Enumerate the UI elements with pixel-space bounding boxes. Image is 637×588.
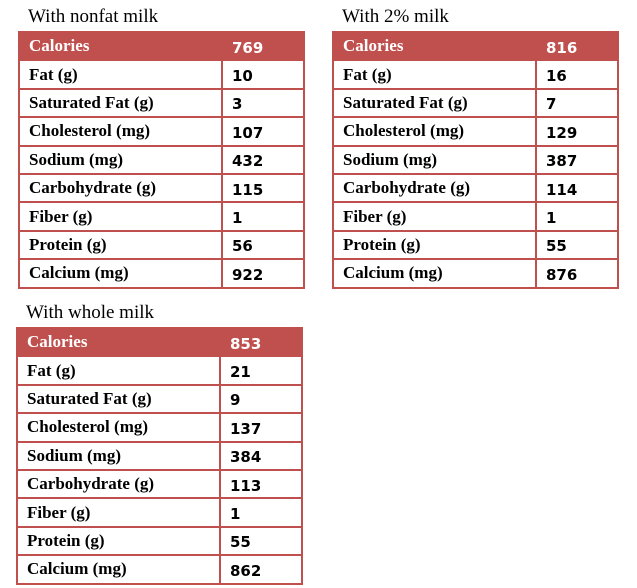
table-row: Saturated Fat (g) 3 [18, 87, 305, 119]
nutrient-label: Cholesterol (mg) [332, 116, 537, 147]
header-row: Calories 769 [18, 30, 305, 62]
nutrition-block: With whole milk Calories 853 Fat (g) 21 Satur… [16, 302, 303, 585]
nutrient-value: 55 [219, 525, 303, 557]
nutrient-value: 862 [219, 554, 303, 585]
nutrient-label: Fiber (g) [332, 201, 537, 232]
table-row: Carbohydrate (g) 115 [18, 172, 305, 204]
nutrient-value: 876 [535, 258, 619, 289]
nutrient-value: 115 [221, 172, 305, 204]
table-row: Fiber (g) 1 [332, 201, 619, 232]
nutrient-value: 922 [221, 258, 305, 289]
nutrient-value: 10 [221, 59, 305, 90]
nutrition-block: With nonfat milk Calories 769 Fat (g) 10 Satu… [18, 6, 305, 289]
table-row: Carbohydrate (g) 114 [332, 172, 619, 204]
nutrient-label: Saturated Fat (g) [16, 383, 221, 415]
nutrition-block: With 2% milk Calories 816 Fat (g) 16 Saturate… [332, 6, 619, 289]
table-row: Sodium (mg) 387 [332, 144, 619, 175]
nutrient-label: Saturated Fat (g) [332, 87, 537, 119]
nutrient-value: 56 [221, 229, 305, 261]
nutrient-value: 1 [219, 497, 303, 528]
header-row: Calories 816 [332, 30, 619, 62]
table-row: Fiber (g) 1 [18, 201, 305, 232]
table-body: Calories 769 Fat (g) 10 Saturated Fat (g) 3 Ch… [18, 30, 305, 289]
table-body: Calories 816 Fat (g) 16 Saturated Fat (g) 7 Ch… [332, 30, 619, 289]
nutrient-label: Calcium (mg) [332, 258, 537, 289]
nutrient-label: Sodium (mg) [18, 144, 223, 175]
table-row: Sodium (mg) 384 [16, 440, 303, 471]
table-row: Carbohydrate (g) 113 [16, 468, 303, 500]
nutrient-value: 769 [221, 30, 305, 62]
nutrient-value: 384 [219, 440, 303, 471]
nutrient-label: Calories [16, 326, 221, 358]
nutrient-label: Calories [332, 30, 537, 62]
nutrient-value: 1 [535, 201, 619, 232]
nutrient-value: 137 [219, 412, 303, 443]
nutrient-label: Cholesterol (mg) [16, 412, 221, 443]
nutrient-value: 129 [535, 116, 619, 147]
table-row: Saturated Fat (g) 9 [16, 383, 303, 415]
table-row: Protein (g) 55 [332, 229, 619, 261]
table-row: Fat (g) 21 [16, 355, 303, 386]
table-row: Sodium (mg) 432 [18, 144, 305, 175]
nutrient-label: Fat (g) [18, 59, 223, 90]
nutrient-label: Sodium (mg) [16, 440, 221, 471]
nutrient-label: Cholesterol (mg) [18, 116, 223, 147]
nutrient-label: Sodium (mg) [332, 144, 537, 175]
nutrient-label: Protein (g) [16, 525, 221, 557]
nutrient-label: Protein (g) [18, 229, 223, 261]
table-row: Cholesterol (mg) 137 [16, 412, 303, 443]
nutrient-label: Saturated Fat (g) [18, 87, 223, 119]
table-row: Protein (g) 55 [16, 525, 303, 557]
nutrient-label: Fat (g) [332, 59, 537, 90]
nutrient-value: 16 [535, 59, 619, 90]
block-title: With nonfat milk [28, 6, 159, 27]
nutrient-value: 853 [219, 326, 303, 358]
nutrient-value: 55 [535, 229, 619, 261]
nutrient-value: 387 [535, 144, 619, 175]
nutrient-value: 1 [221, 201, 305, 232]
block-title: With 2% milk [342, 6, 449, 27]
nutrition-table: Calories 853 Fat (g) 21 Saturated Fat (g) 9 Ch… [16, 326, 303, 585]
header-row: Calories 853 [16, 326, 303, 358]
table-row: Calcium (mg) 922 [18, 258, 305, 289]
nutrient-label: Calcium (mg) [16, 554, 221, 585]
nutrient-label: Fat (g) [16, 355, 221, 386]
nutrient-label: Carbohydrate (g) [18, 172, 223, 204]
nutrient-value: 3 [221, 87, 305, 119]
nutrient-value: 113 [219, 468, 303, 500]
table-body: Calories 853 Fat (g) 21 Saturated Fat (g) 9 Ch… [16, 326, 303, 585]
table-row: Protein (g) 56 [18, 229, 305, 261]
table-row: Calcium (mg) 862 [16, 554, 303, 585]
nutrition-table: Calories 816 Fat (g) 16 Saturated Fat (g) 7 Ch… [332, 30, 619, 289]
nutrient-label: Fiber (g) [18, 201, 223, 232]
table-row: Saturated Fat (g) 7 [332, 87, 619, 119]
table-row: Fat (g) 10 [18, 59, 305, 90]
nutrient-value: 21 [219, 355, 303, 386]
table-row: Fat (g) 16 [332, 59, 619, 90]
nutrient-label: Calcium (mg) [18, 258, 223, 289]
nutrient-label: Carbohydrate (g) [16, 468, 221, 500]
nutrient-label: Protein (g) [332, 229, 537, 261]
nutrient-value: 107 [221, 116, 305, 147]
nutrition-table: Calories 769 Fat (g) 10 Saturated Fat (g) 3 Ch… [18, 30, 305, 289]
nutrient-label: Calories [18, 30, 223, 62]
block-title: With whole milk [26, 302, 154, 323]
table-row: Cholesterol (mg) 107 [18, 116, 305, 147]
nutrient-label: Carbohydrate (g) [332, 172, 537, 204]
nutrient-label: Fiber (g) [16, 497, 221, 528]
nutrient-value: 816 [535, 30, 619, 62]
nutrient-value: 432 [221, 144, 305, 175]
nutrient-value: 9 [219, 383, 303, 415]
table-row: Cholesterol (mg) 129 [332, 116, 619, 147]
table-row: Calcium (mg) 876 [332, 258, 619, 289]
table-row: Fiber (g) 1 [16, 497, 303, 528]
nutrient-value: 114 [535, 172, 619, 204]
nutrient-value: 7 [535, 87, 619, 119]
